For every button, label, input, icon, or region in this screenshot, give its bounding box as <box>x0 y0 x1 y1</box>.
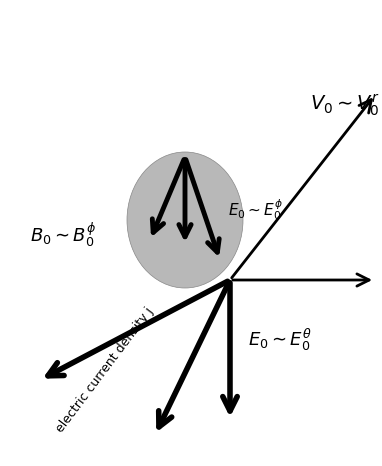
Text: $B_0{\sim}B^\phi_0$: $B_0{\sim}B^\phi_0$ <box>30 221 97 249</box>
Text: $E_0{\sim}E^\phi_0$: $E_0{\sim}E^\phi_0$ <box>228 198 283 222</box>
Text: $V_0{\sim}V^r_0$: $V_0{\sim}V^r_0$ <box>310 92 380 118</box>
Ellipse shape <box>127 152 243 288</box>
Text: $E_0{\sim}E^\theta_0$: $E_0{\sim}E^\theta_0$ <box>248 327 312 353</box>
Text: electric current density j: electric current density j <box>54 305 156 435</box>
